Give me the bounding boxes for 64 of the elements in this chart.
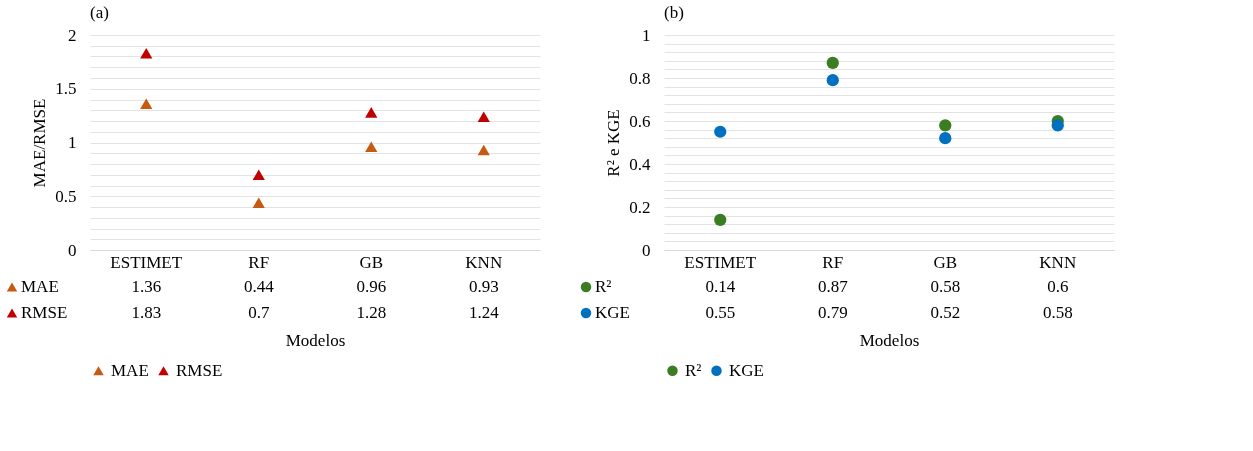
x-tick-label: ESTIMET (684, 252, 757, 272)
data-label: 0.52 (930, 303, 961, 322)
text: KGE (729, 360, 764, 380)
y-tick-label: 1.5 (55, 79, 77, 99)
point (365, 107, 378, 118)
point (140, 98, 153, 110)
y-tick-label: 1 (68, 133, 77, 152)
point (714, 125, 727, 138)
data-label: 0.96 (356, 277, 387, 296)
legend-label: RMSE (21, 303, 68, 322)
y-axis-title: MAE/RMSE (30, 98, 50, 188)
x-tick-label: KNN (465, 252, 503, 272)
point (714, 213, 727, 227)
data-label: 1.24 (468, 303, 500, 322)
x-tick-label: GB (933, 252, 958, 272)
point (477, 111, 490, 122)
x-tick-label: RF (248, 252, 270, 272)
y-tick-label: 0 (68, 240, 77, 260)
x-axis-title: Modelos (859, 330, 920, 350)
y-tick-label: 1 (642, 25, 651, 45)
chart-title: (b) (664, 3, 684, 22)
x-tick-label: ESTIMET (110, 252, 183, 272)
text: RMSE (176, 360, 223, 380)
data-label: 0.58 (930, 277, 961, 296)
point (252, 197, 265, 208)
point (826, 74, 839, 87)
y-tick-label: 0.2 (629, 197, 651, 217)
y-tick-label: 0.8 (629, 68, 651, 88)
data-label: 1.28 (356, 303, 387, 322)
x-tick-label: KNN (1039, 252, 1077, 272)
data-label: 0.93 (468, 277, 499, 296)
data-label: 1.36 (131, 277, 162, 296)
legend-label: MAE (21, 277, 59, 296)
data-label: 0.6 (1047, 277, 1069, 296)
text: MAE (111, 360, 149, 380)
x-axis-title: Modelos (285, 330, 346, 350)
point (477, 144, 490, 156)
point (252, 169, 265, 181)
point (1051, 119, 1064, 132)
data-label: 1.83 (131, 303, 162, 322)
y-tick-label: 0.5 (55, 186, 77, 206)
data-label: 0.44 (243, 277, 275, 296)
y-tick-label: 0.6 (629, 111, 651, 131)
data-label: 0.87 (817, 277, 849, 296)
data-label: 0.7 (248, 303, 270, 322)
x-tick-label: GB (359, 252, 384, 272)
y-tick-label: 0 (642, 240, 651, 260)
point (939, 119, 952, 132)
point (365, 141, 378, 153)
y-tick-label: 2 (68, 25, 77, 45)
point (140, 47, 153, 59)
y-tick-label: 0.4 (629, 154, 651, 174)
point (939, 132, 952, 145)
legend-label: R² (595, 277, 612, 296)
data-label: 0.55 (705, 303, 736, 322)
data-label: 0.14 (705, 277, 736, 296)
point (826, 56, 839, 70)
y-axis-title: R² e KGE (604, 109, 624, 177)
text: R² (685, 360, 702, 380)
legend-label: KGE (595, 303, 630, 322)
x-tick-label: RF (822, 252, 844, 272)
chart-title: (a) (90, 3, 109, 22)
data-label: 0.79 (817, 303, 848, 322)
data-label: 0.58 (1042, 303, 1073, 322)
